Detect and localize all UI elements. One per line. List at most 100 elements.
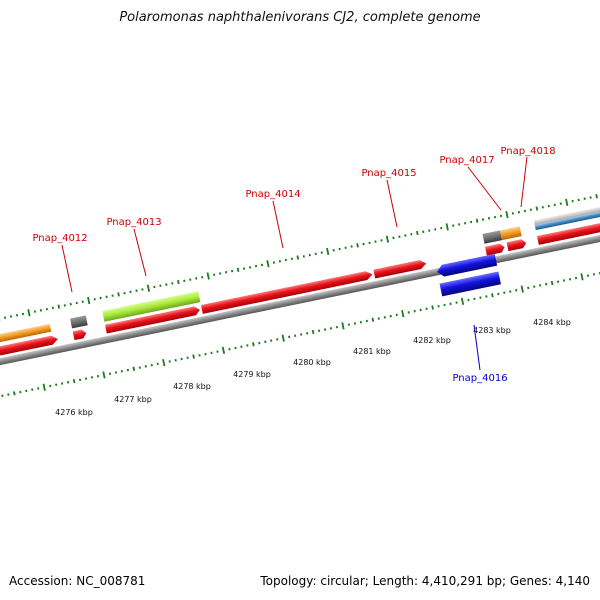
upper-ruler-tick [111, 294, 114, 297]
feature-gray-left[interactable] [70, 315, 88, 329]
lower-ruler-tick [365, 319, 368, 323]
gene-arrow-left-edge-forward[interactable] [0, 335, 59, 357]
ruler-label-4281: 4281 kbp [353, 347, 391, 356]
lower-ruler-tick [90, 376, 94, 379]
upper-ruler-tick [87, 296, 91, 305]
upper-ruler-tick [39, 309, 42, 312]
gene-label-pnap-4016[interactable]: Pnap_4016 [452, 373, 507, 384]
feature-orange-right[interactable] [500, 226, 522, 241]
lower-ruler-tick [150, 363, 153, 367]
upper-ruler-tick [559, 202, 562, 205]
callout-line-pnap-4017 [467, 166, 502, 211]
upper-ruler-tick [146, 284, 151, 292]
upper-ruler-tick [248, 266, 252, 269]
gene-arrow-pnap-4013[interactable] [104, 305, 201, 334]
lower-ruler-tick [311, 329, 315, 335]
upper-ruler-tick [452, 224, 455, 227]
lower-ruler-tick [347, 323, 351, 326]
gene-label-pnap-4015[interactable]: Pnap_4015 [361, 168, 416, 179]
lower-ruler-tick [592, 273, 596, 276]
lower-ruler-tick [323, 328, 327, 331]
lower-ruler-tick [221, 346, 226, 355]
upper-ruler-tick [362, 242, 365, 246]
upper-ruler-tick [33, 310, 37, 313]
upper-ruler-tick [171, 282, 174, 285]
upper-ruler-tick [344, 246, 347, 250]
gene-arrow-right-edge-forward[interactable] [536, 218, 600, 245]
upper-ruler-tick [278, 259, 282, 263]
lower-ruler-tick [497, 292, 500, 296]
lower-ruler-tick [198, 354, 201, 357]
genome-summary: Topology: circular; Length: 4,410,291 bp… [260, 574, 590, 588]
lower-ruler-tick [204, 352, 207, 356]
upper-ruler-tick [571, 199, 574, 203]
upper-ruler-tick [135, 289, 138, 292]
feature-orange-left[interactable] [0, 323, 52, 344]
upper-ruler-tick [350, 245, 353, 248]
feature-silver-right[interactable] [533, 203, 600, 226]
upper-ruler-tick [517, 210, 521, 214]
gene-label-pnap-4013[interactable]: Pnap_4013 [106, 217, 161, 228]
lower-ruler-tick [252, 342, 255, 347]
upper-ruler-tick [440, 226, 443, 230]
lower-tick-ruler [1, 271, 600, 398]
upper-ruler-tick [583, 197, 586, 200]
gene-arrow-pnap-4015[interactable] [373, 259, 427, 279]
upper-ruler-tick [326, 247, 330, 256]
upper-ruler-tick [117, 292, 120, 297]
gene-arrow-pnap-4017[interactable] [485, 243, 505, 256]
gene-arrow-pnap-4018[interactable] [506, 238, 527, 252]
gene-arrow-pnap-4014[interactable] [200, 270, 373, 314]
lower-ruler-tick [383, 316, 386, 319]
upper-ruler-tick [99, 296, 102, 300]
upper-ruler-tick [63, 304, 66, 307]
feature-steel-right[interactable] [534, 208, 600, 231]
upper-ruler-tick [458, 223, 461, 226]
lower-ruler-tick [144, 365, 147, 368]
gene-label-pnap-4012[interactable]: Pnap_4012 [32, 233, 87, 244]
lower-ruler-tick [460, 297, 465, 305]
lower-ruler-tick [96, 374, 100, 378]
lower-ruler-tick [527, 286, 530, 290]
gene-arrow-pnap-4016-upper[interactable] [436, 253, 498, 278]
upper-ruler-tick [242, 267, 246, 270]
upper-ruler-tick [129, 290, 132, 294]
upper-ruler-tick [201, 275, 204, 279]
upper-ruler-tick [422, 230, 425, 234]
upper-ruler-tick [159, 284, 162, 288]
upper-ruler-tick [141, 288, 144, 291]
gene-arrow-pnap-4012[interactable] [72, 329, 88, 341]
lower-ruler-tick [13, 391, 16, 396]
lower-ruler-tick [37, 387, 40, 390]
reverse-strand [436, 253, 501, 297]
lower-ruler-tick [479, 296, 482, 299]
lower-ruler-tick [108, 372, 112, 375]
upper-ruler-tick [493, 215, 497, 219]
gene-arrow-pnap-4016[interactable] [439, 271, 501, 297]
upper-ruler-tick [356, 243, 359, 248]
lower-ruler-tick [180, 357, 183, 361]
lower-ruler-tick [437, 305, 440, 308]
feature-gray-right[interactable] [482, 230, 503, 244]
upper-ruler-tick [123, 291, 126, 295]
lower-ruler-tick [586, 274, 590, 277]
lower-ruler-tick [329, 327, 333, 330]
upper-ruler-tick [189, 278, 192, 281]
feature-lime-pnap-4013[interactable] [102, 291, 201, 322]
gene-label-pnap-4017[interactable]: Pnap_4017 [439, 155, 494, 166]
upper-ruler-tick [165, 283, 168, 286]
lower-ruler-tick [216, 350, 219, 353]
upper-ruler-tick [260, 263, 264, 267]
lower-ruler-tick [84, 377, 88, 380]
upper-ruler-tick [308, 253, 311, 257]
lower-ruler-tick [353, 322, 357, 325]
upper-ruler-tick [595, 194, 598, 199]
upper-ruler-tick [416, 230, 419, 236]
forward-strand [0, 218, 600, 357]
callout-line-pnap-4016 [473, 324, 481, 371]
gene-label-pnap-4018[interactable]: Pnap_4018 [500, 146, 555, 157]
upper-ruler-tick [75, 301, 78, 305]
gene-label-pnap-4014[interactable]: Pnap_4014 [245, 189, 300, 200]
upper-ruler-tick [487, 217, 491, 220]
